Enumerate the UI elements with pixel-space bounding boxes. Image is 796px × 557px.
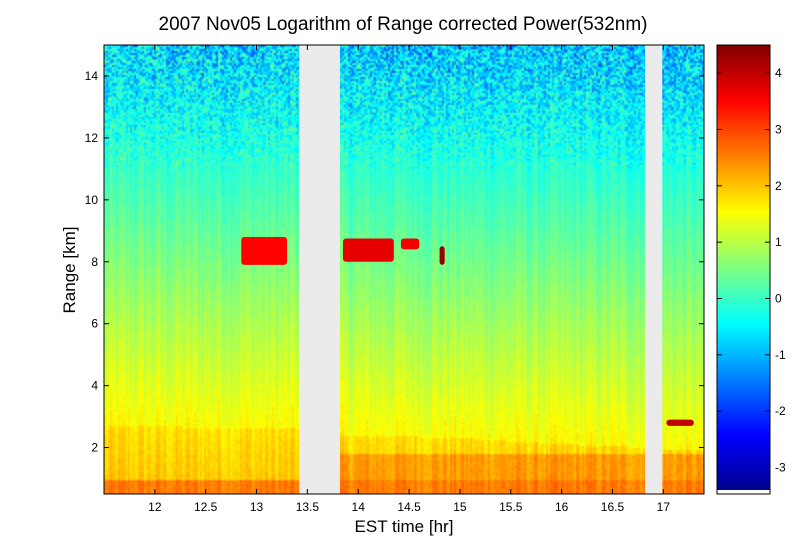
colorbar-tick-label: -2 [775,404,786,418]
x-tick-label: 17 [657,500,671,514]
colorbar: -3 -2 -1 0 1 2 3 4 [716,44,786,495]
y-tick-label: 6 [91,317,98,331]
y-tick-label: 8 [91,255,98,269]
heatmap [104,45,704,494]
x-tick-label: 12.5 [194,500,218,514]
x-tick-label: 12 [148,500,162,514]
y-axis: 2 4 6 8 10 12 14 [85,69,704,455]
chart-title: 2007 Nov05 Logarithm of Range corrected … [159,14,648,35]
data-gap [299,45,340,494]
y-tick-label: 2 [91,441,98,455]
colorbar-tick-label: 1 [775,235,782,249]
colorbar-tick-label: 3 [775,122,782,136]
x-tick-label: 13 [250,500,264,514]
colorbar-tick-label: 4 [775,66,782,80]
cloud-layer [439,246,445,265]
plot-frame [103,44,705,495]
x-tick-label: 14.5 [397,500,421,514]
x-tick-label: 15 [453,500,467,514]
x-tick-label: 16 [555,500,569,514]
x-tick-label: 16.5 [601,500,625,514]
cloud-layer [342,238,394,262]
x-tick-label: 13.5 [296,500,320,514]
colorbar-frame [716,44,771,495]
colorbar-tick-label: -1 [775,348,786,362]
x-tick-label: 14 [352,500,366,514]
y-tick-label: 14 [85,69,99,83]
colorbar-tick-label: -3 [775,460,786,474]
colorbar-tick-label: 0 [775,291,782,305]
colorbar-gradient [717,45,770,490]
x-tick-label: 15.5 [499,500,523,514]
cloud-layers [241,236,694,426]
cloud-layer [241,236,288,265]
x-axis: 12 12.5 13 13.5 14 14.5 15 15.5 16 16.5 17 [148,45,670,514]
colorbar-tick-label: 2 [775,179,782,193]
cloud-layer [400,238,420,250]
cloud-layer [666,419,694,426]
colorbar-ticks: -3 -2 -1 0 1 2 3 4 [717,66,786,474]
y-tick-label: 10 [85,193,99,207]
y-tick-label: 12 [85,131,99,145]
plot-area: 12 12.5 13 13.5 14 14.5 15 15.5 16 16.5 17 2 4 6 8 10 1… [85,44,705,514]
y-axis-title: Range [km] [60,227,79,314]
data-gap [645,45,663,494]
y-tick-label: 4 [91,379,98,393]
data-gaps [299,45,663,494]
x-axis-title: EST time [hr] [355,517,454,536]
